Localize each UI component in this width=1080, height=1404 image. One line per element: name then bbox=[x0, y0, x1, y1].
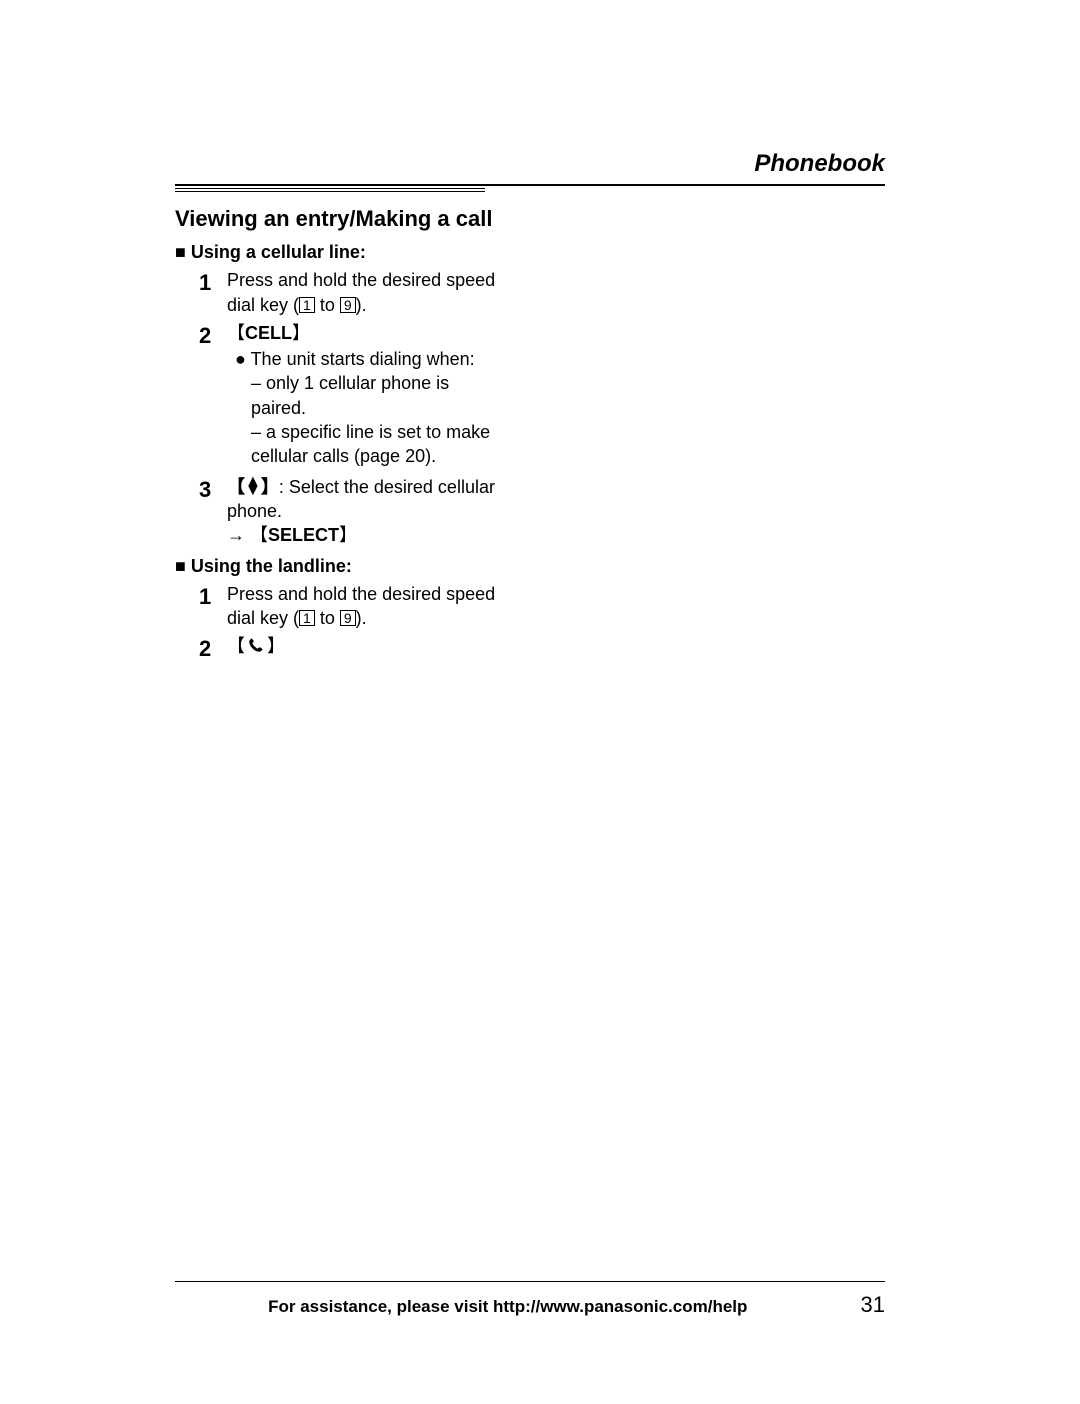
step-number: 1 bbox=[199, 582, 227, 612]
dash-item: – a specific line is set to make cellula… bbox=[251, 420, 505, 469]
step-body: Press and hold the desired speed dial ke… bbox=[227, 268, 505, 317]
header-rule bbox=[175, 188, 485, 192]
talk-icon bbox=[245, 636, 267, 654]
nav-updown-icon: 【▲▼】 bbox=[227, 475, 279, 499]
bullet-item: ● The unit starts dialing when: bbox=[235, 347, 505, 371]
cellular-step-1: 1 Press and hold the desired speed dial … bbox=[199, 268, 505, 317]
talk-softkey: 【】 bbox=[227, 636, 285, 656]
cellular-heading: Using a cellular line: bbox=[175, 240, 505, 264]
step-number: 1 bbox=[199, 268, 227, 298]
step1-text-mid: to bbox=[315, 295, 340, 315]
key-9-icon: 9 bbox=[340, 297, 356, 313]
step-number: 3 bbox=[199, 475, 227, 505]
step-body: 【】 bbox=[227, 634, 505, 658]
dash-item: – only 1 cellular phone is paired. bbox=[251, 371, 505, 420]
key-1-icon: 1 bbox=[299, 297, 315, 313]
step1-text-post: ). bbox=[356, 295, 367, 315]
content-body: Using a cellular line: 1 Press and hold … bbox=[175, 240, 505, 664]
step1-text-post: ). bbox=[356, 608, 367, 628]
page-category: Phonebook bbox=[175, 150, 885, 186]
step-body: CELL ● The unit starts dialing when: – o… bbox=[227, 321, 505, 471]
step1-text-mid: to bbox=[315, 608, 340, 628]
key-1-icon: 1 bbox=[299, 610, 315, 626]
footer-text: For assistance, please visit http://www.… bbox=[175, 1297, 841, 1317]
cellular-step-2: 2 CELL ● The unit starts dialing when: –… bbox=[199, 321, 505, 471]
page-footer: For assistance, please visit http://www.… bbox=[175, 1281, 885, 1318]
step-number: 2 bbox=[199, 634, 227, 664]
landline-heading: Using the landline: bbox=[175, 554, 505, 578]
page-number: 31 bbox=[861, 1292, 885, 1318]
step-body: Press and hold the desired speed dial ke… bbox=[227, 582, 505, 631]
key-9-icon: 9 bbox=[340, 610, 356, 626]
dash-text: only 1 cellular phone is paired. bbox=[251, 373, 449, 417]
cellular-step-3: 3 【▲▼】: Select the desired cellular phon… bbox=[199, 475, 505, 548]
step-number: 2 bbox=[199, 321, 227, 351]
select-softkey: SELECT bbox=[250, 525, 357, 545]
cell-softkey: CELL bbox=[227, 323, 310, 343]
step-body: 【▲▼】: Select the desired cellular phone.… bbox=[227, 475, 505, 548]
bullet-text: The unit starts dialing when: bbox=[251, 349, 475, 369]
section-title: Viewing an entry/Making a call bbox=[175, 206, 885, 232]
landline-step-1: 1 Press and hold the desired speed dial … bbox=[199, 582, 505, 631]
arrow-icon: → bbox=[227, 525, 245, 545]
landline-step-2: 2 【】 bbox=[199, 634, 505, 664]
dash-text: a specific line is set to make cellular … bbox=[251, 422, 490, 466]
